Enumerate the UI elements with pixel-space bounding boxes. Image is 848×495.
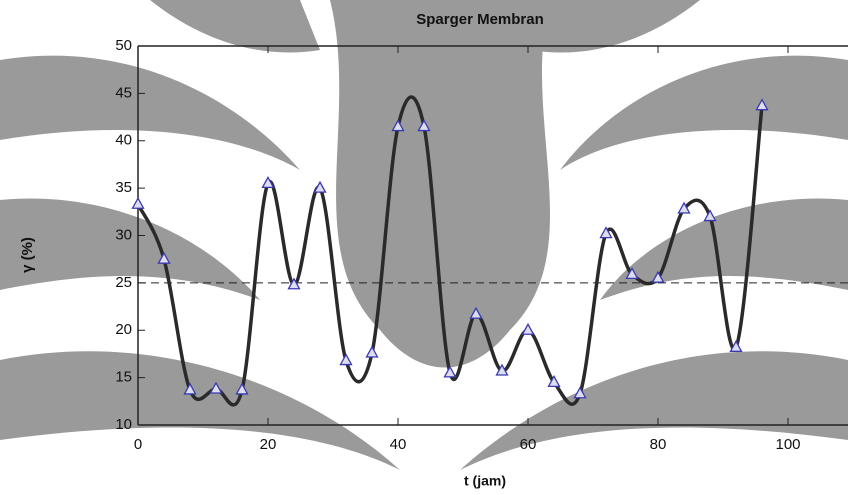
chart: Sparger Membran t (jam) γ (%) 10 15 20 25 30…	[0, 0, 848, 495]
x-tick-label: 20	[260, 436, 277, 453]
data-point	[367, 347, 378, 357]
x-tick-label: 40	[390, 436, 407, 453]
y-tick-label: 45	[115, 84, 132, 101]
y-tick-label: 50	[115, 37, 132, 54]
x-tick-label: 80	[650, 436, 667, 453]
y-tick-label: 10	[115, 416, 132, 433]
x-tick-label: 100	[775, 436, 800, 453]
x-tick-label: 0	[134, 436, 142, 453]
y-axis-label: γ (%)	[19, 237, 36, 273]
x-axis-label: t (jam)	[464, 473, 506, 489]
y-tick-label: 40	[115, 132, 132, 149]
data-point	[523, 324, 534, 334]
chart-title: Sparger Membran	[416, 11, 544, 28]
y-tick-label: 20	[115, 321, 132, 338]
y-tick-label: 30	[115, 226, 132, 243]
data-point	[705, 211, 716, 221]
y-tick-label: 35	[115, 179, 132, 196]
x-tick-label: 60	[520, 436, 537, 453]
y-tick-label: 15	[115, 369, 132, 386]
data-point	[133, 198, 144, 208]
y-tick-label: 25	[115, 274, 132, 291]
data-point	[445, 367, 456, 377]
data-point	[341, 355, 352, 365]
